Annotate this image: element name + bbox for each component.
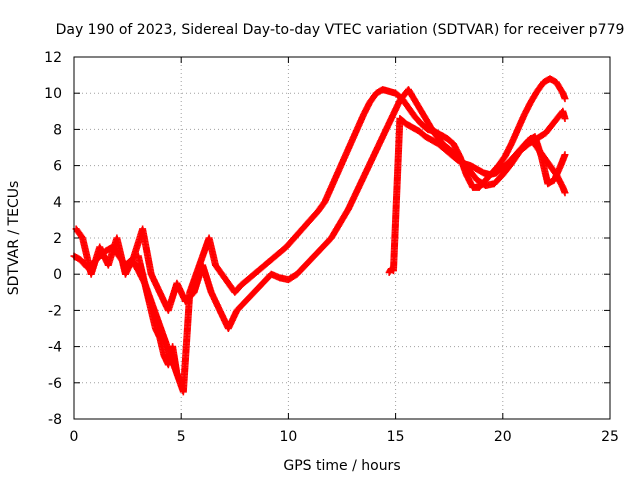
data-point (561, 189, 569, 197)
data-point (177, 379, 185, 387)
y-tick-label: 6 (53, 159, 62, 175)
x-tick-label: 15 (387, 429, 405, 445)
y-tick-label: -2 (48, 303, 62, 319)
axis-tick-labels: 0 5 10 15 20 25 -8 -6 -4 -2 0 2 4 6 8 10 12 (44, 50, 619, 445)
x-tick-label: 20 (494, 429, 512, 445)
y-axis-label: SDTVAR / TECUs (6, 181, 22, 296)
y-tick-label: 10 (44, 86, 62, 102)
series-trace-b (72, 86, 569, 332)
chart-title: Day 190 of 2023, Sidereal Day-to-day VTE… (56, 22, 625, 38)
y-tick-label: 8 (53, 122, 62, 138)
y-tick-label: 2 (53, 231, 62, 247)
data-point (561, 115, 569, 123)
x-tick-label: 5 (177, 429, 186, 445)
y-tick-label: -8 (48, 412, 62, 428)
y-tick-label: -4 (48, 340, 62, 356)
y-tick-label: 12 (44, 50, 62, 66)
grid (74, 57, 610, 419)
series-trace-c (385, 115, 569, 276)
x-axis-label: GPS time / hours (283, 458, 400, 474)
x-tick-label: 25 (601, 429, 619, 445)
x-tick-label: 0 (70, 429, 79, 445)
x-tick-label: 10 (279, 429, 297, 445)
data-point (561, 151, 569, 159)
y-tick-label: 4 (53, 195, 62, 211)
data-points (70, 75, 569, 396)
data-point (561, 95, 569, 103)
y-tick-label: -6 (48, 376, 62, 392)
y-tick-label: 0 (53, 267, 62, 283)
plot-frame (73, 56, 611, 420)
series-trace-d (134, 134, 569, 387)
